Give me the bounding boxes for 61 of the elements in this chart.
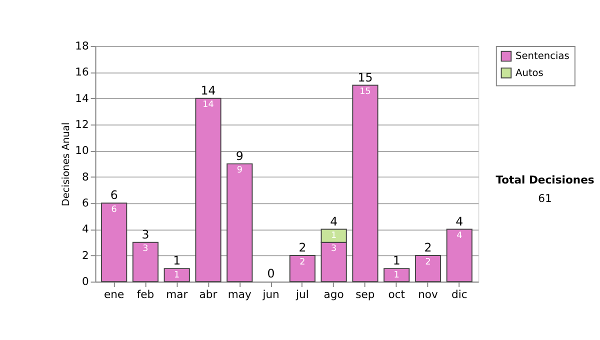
y-tick-label: 4 [82,222,89,236]
total-label: 2 [298,240,306,255]
total-label: 4 [456,214,464,228]
text: Total Decisiones [496,173,594,186]
total-label: 1 [392,254,400,268]
data-label: 4 [456,231,463,242]
x-tick-label: jun [262,288,280,301]
y-tick-label: 18 [75,39,89,52]
x-tick-label: dic [452,288,468,301]
total-label: 3 [142,227,150,242]
data-label: 15 [360,87,371,98]
bar [446,228,472,282]
y-axis-title: Decisiones Anual [61,122,72,206]
y-tick-label: 8 [82,170,89,184]
y-tick-label: 0 [82,275,89,288]
legend-label: Autos [516,68,544,79]
total-label: 9 [236,148,244,163]
total-label: 6 [110,188,118,202]
bar [352,84,378,282]
total-label: 4 [330,214,338,228]
x-tick-label: ene [104,288,125,301]
data-label: 2 [425,257,431,268]
bar [384,268,410,282]
y-tick-label: 10 [75,144,89,158]
y-tick-label: 16 [75,66,89,79]
total-label: 14 [200,83,216,98]
x-tick-label: jul [295,288,309,301]
total-label: 0 [267,266,275,281]
bar [164,268,190,282]
legend-label: Sentencias [516,51,570,62]
x-tick-label: may [228,288,252,301]
x-tick-label: abr [199,288,218,301]
bar [289,254,316,282]
y-tick-label: 6 [82,196,89,210]
y-tick-label: 2 [82,248,89,262]
data-label: 14 [202,100,214,110]
data-label: 3 [142,244,148,254]
data-label: 1 [394,270,400,280]
x-tick-label: sep [356,288,375,301]
x-tick-label: oct [388,288,406,301]
bar [226,163,253,282]
text: 61 [538,192,552,206]
total-label: 15 [358,70,373,84]
data-label: 1 [174,270,180,280]
y-tick-label: 12 [75,118,89,131]
x-tick-label: nov [418,288,439,301]
x-tick-label: feb [136,288,154,301]
total-label: 1 [173,254,181,268]
total-label: 2 [424,240,432,255]
data-label: 9 [236,166,242,176]
data-label: 3 [331,244,337,254]
bar [414,254,442,282]
bar [132,242,159,282]
bar [101,202,128,282]
y-tick-label: 14 [75,92,89,105]
x-tick-label: mar [166,288,188,301]
x-tick-label: ago [324,288,344,301]
bar [195,98,222,282]
data-label: 2 [300,257,306,268]
data-label: 6 [111,204,118,215]
data-label: 1 [331,231,337,242]
